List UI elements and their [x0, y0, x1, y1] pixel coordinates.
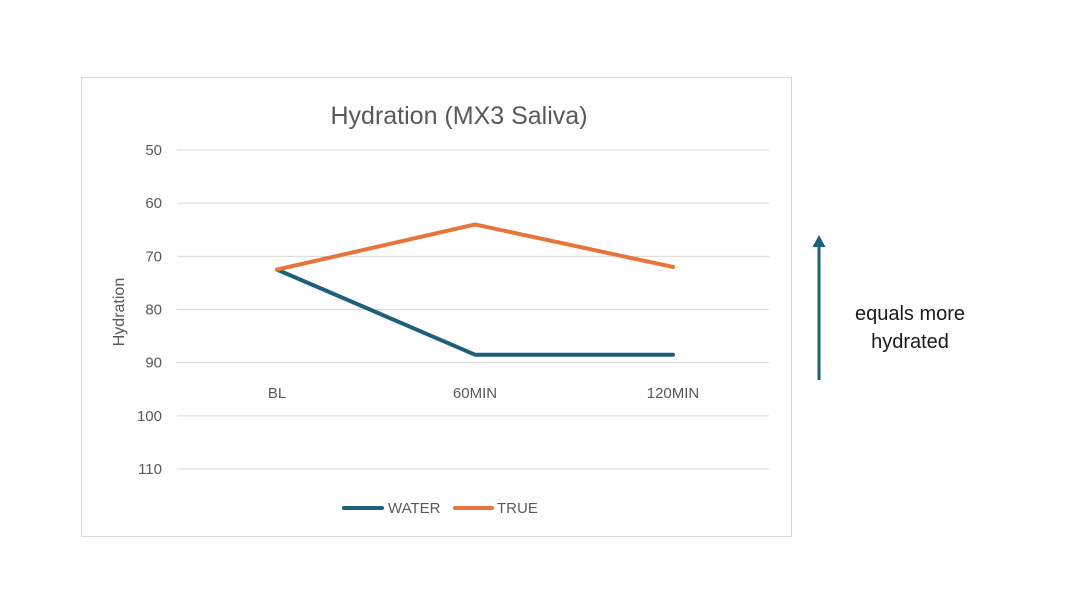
series [275, 222, 675, 357]
x-tick-label: BL [268, 385, 286, 402]
y-tick-label: 90 [145, 355, 162, 372]
x-tick-label: 120MIN [647, 385, 700, 402]
y-axis-title: Hydration [111, 278, 128, 346]
arrow-head [812, 235, 826, 247]
y-axis-ticks: 50 60 70 80 90 100 110 [137, 142, 162, 478]
legend: WATER TRUE [342, 500, 538, 517]
legend-label: WATER [388, 500, 441, 517]
note-line-1: equals more [855, 303, 965, 325]
series-line-true [275, 222, 675, 272]
hydration-note: equals more hydrated [812, 235, 965, 380]
series-line-water [275, 267, 675, 357]
chart-border [81, 77, 792, 537]
chart-title: Hydration (MX3 Saliva) [330, 102, 587, 130]
grid [177, 149, 769, 470]
y-tick-label: 100 [137, 408, 162, 425]
y-tick-label: 110 [138, 461, 162, 478]
x-tick-label: 60MIN [453, 385, 497, 402]
y-tick-label: 80 [145, 302, 162, 319]
x-axis-ticks: BL 60MIN 120MIN [268, 385, 699, 402]
legend-label: TRUE [497, 500, 538, 517]
y-tick-label: 60 [145, 195, 162, 212]
note-line-2: hydrated [871, 331, 949, 353]
y-tick-label: 50 [145, 142, 162, 159]
y-tick-label: 70 [145, 248, 162, 265]
